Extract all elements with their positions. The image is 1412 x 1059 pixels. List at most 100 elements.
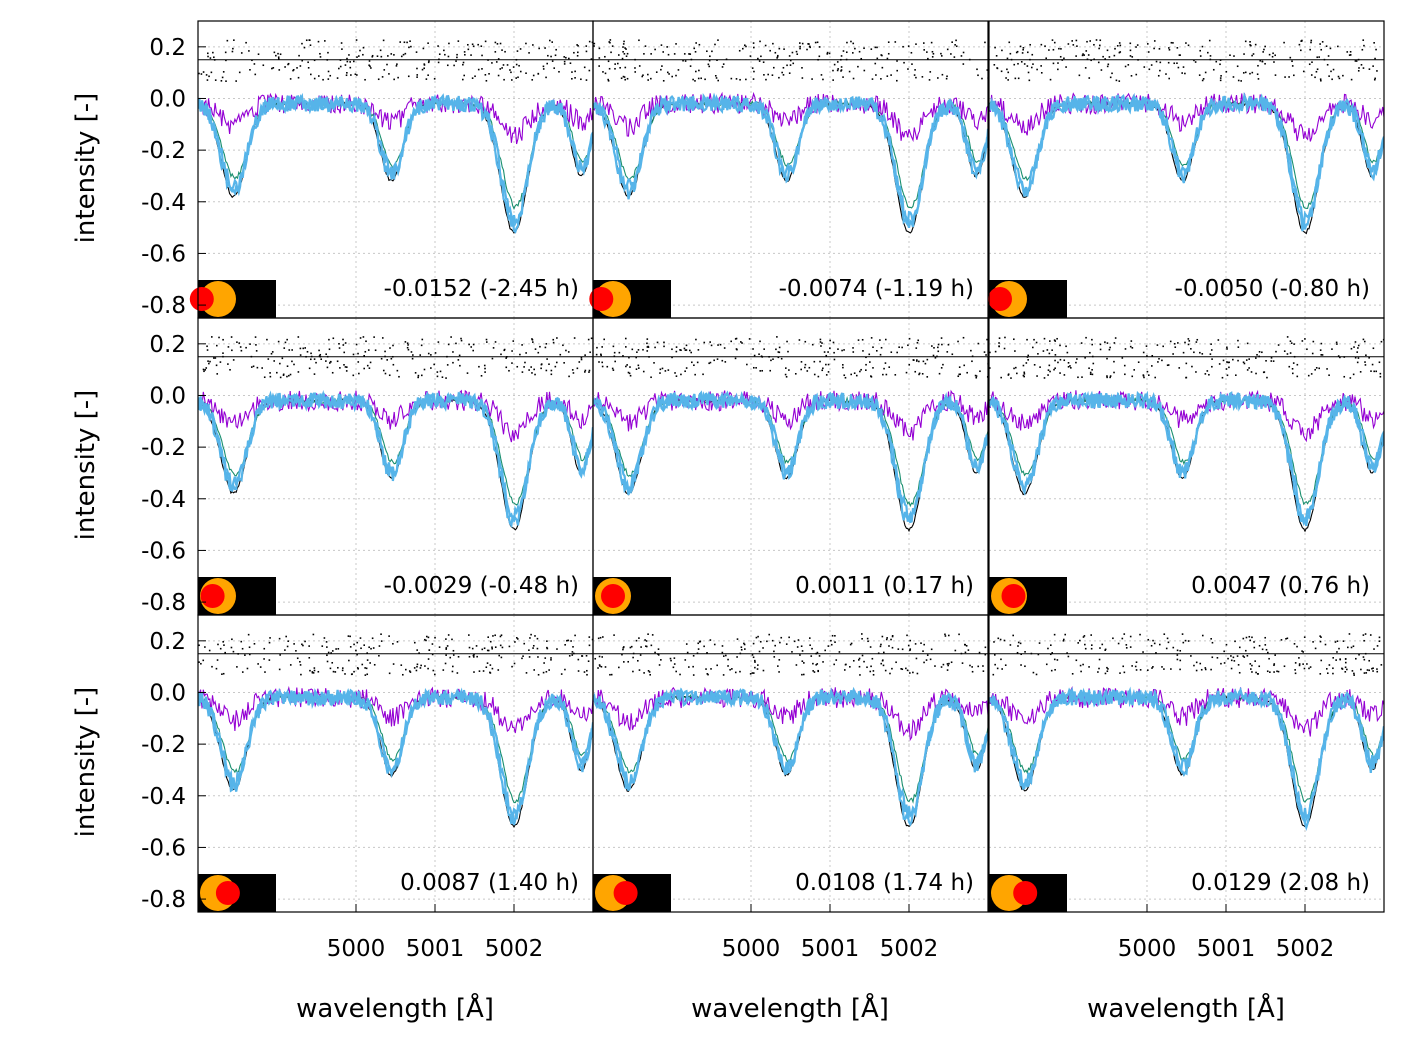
residual-point bbox=[882, 664, 885, 667]
residual-point bbox=[433, 363, 435, 366]
y-tick-label: -0.8 bbox=[141, 887, 186, 913]
residual-point bbox=[1007, 71, 1010, 74]
residual-point bbox=[420, 344, 423, 347]
residual-point bbox=[491, 62, 493, 64]
residual-point bbox=[752, 42, 755, 44]
residual-point bbox=[1146, 355, 1148, 357]
residual-point bbox=[1301, 650, 1303, 652]
residual-point bbox=[828, 52, 831, 55]
residual-point bbox=[812, 662, 814, 665]
residual-point bbox=[918, 372, 921, 375]
residual-point bbox=[471, 77, 474, 79]
residual-point bbox=[1185, 376, 1187, 379]
residual-point bbox=[202, 659, 205, 662]
residual-point bbox=[971, 666, 973, 668]
residual-point bbox=[1155, 652, 1157, 654]
residual-point bbox=[292, 68, 295, 71]
residual-point bbox=[313, 59, 316, 62]
residual-point bbox=[563, 60, 566, 63]
residual-point bbox=[516, 50, 519, 52]
residual-point bbox=[202, 368, 205, 371]
residual-point bbox=[1026, 338, 1028, 341]
residual-point bbox=[1024, 651, 1026, 653]
residual-point bbox=[842, 366, 844, 369]
residual-point bbox=[1083, 635, 1086, 637]
residual-point bbox=[1264, 636, 1267, 639]
residual-point bbox=[365, 340, 367, 343]
residual-point bbox=[778, 659, 781, 661]
residual-point bbox=[546, 358, 548, 360]
residual-point bbox=[310, 352, 312, 355]
residual-point bbox=[923, 661, 925, 664]
residual-point bbox=[424, 665, 426, 667]
residual-point bbox=[1040, 43, 1043, 46]
residual-point bbox=[1118, 51, 1121, 54]
residual-point bbox=[1293, 74, 1295, 77]
residual-point bbox=[853, 372, 856, 374]
residual-point bbox=[1285, 638, 1287, 640]
residual-point bbox=[343, 351, 346, 354]
residual-point bbox=[1193, 664, 1195, 667]
residual-point bbox=[601, 365, 604, 368]
residual-point bbox=[962, 336, 965, 339]
residual-point bbox=[963, 643, 966, 646]
residual-point bbox=[770, 359, 772, 362]
residual-point bbox=[1006, 57, 1009, 60]
residual-point bbox=[719, 343, 722, 346]
residual-point bbox=[540, 363, 543, 365]
residual-point bbox=[543, 662, 545, 664]
residual-point bbox=[642, 74, 644, 77]
residual-point bbox=[1048, 352, 1051, 355]
residual-point bbox=[692, 654, 695, 657]
residual-point bbox=[1210, 349, 1213, 351]
residual-point bbox=[1179, 649, 1182, 652]
residual-point bbox=[984, 41, 986, 44]
residual-point bbox=[612, 345, 615, 348]
residual-point bbox=[533, 669, 535, 671]
residual-point bbox=[1181, 72, 1183, 74]
residual-point bbox=[896, 69, 898, 72]
residual-point bbox=[909, 639, 912, 642]
residual-point bbox=[688, 666, 690, 668]
residual-point bbox=[825, 363, 827, 366]
residual-point bbox=[545, 343, 548, 345]
residual-point bbox=[1195, 341, 1198, 343]
residual-point bbox=[752, 656, 755, 659]
residual-point bbox=[353, 60, 355, 63]
residual-point bbox=[667, 369, 670, 371]
residual-point bbox=[694, 373, 696, 376]
residual-point bbox=[1057, 68, 1059, 71]
residual-point bbox=[704, 78, 706, 81]
residual-point bbox=[889, 672, 891, 675]
residual-point bbox=[577, 658, 580, 661]
residual-point bbox=[1275, 350, 1277, 353]
residual-point bbox=[1067, 43, 1070, 45]
residual-points bbox=[992, 633, 1384, 676]
residual-point bbox=[650, 644, 653, 647]
residual-point bbox=[468, 646, 471, 649]
residual-point bbox=[305, 39, 308, 42]
residual-point bbox=[638, 669, 641, 671]
residual-point bbox=[660, 44, 663, 46]
residual-point bbox=[515, 63, 518, 66]
residual-point bbox=[940, 337, 943, 339]
residual-point bbox=[685, 344, 688, 347]
residual-point bbox=[927, 57, 929, 60]
residual-point bbox=[999, 638, 1002, 641]
residual-point bbox=[1266, 376, 1268, 379]
residual-point bbox=[576, 54, 579, 57]
residual-point bbox=[780, 636, 783, 639]
residual-point bbox=[1046, 349, 1049, 351]
residual-point bbox=[986, 338, 988, 341]
residual-point bbox=[359, 49, 361, 52]
residual-point bbox=[918, 373, 920, 376]
residual-point bbox=[446, 364, 449, 366]
residual-point bbox=[344, 366, 347, 368]
residual-point bbox=[200, 662, 202, 665]
residual-point bbox=[689, 65, 692, 67]
residual-point bbox=[1364, 633, 1367, 635]
residual-point bbox=[897, 648, 900, 650]
residual-point bbox=[1037, 653, 1040, 656]
residual-point bbox=[1104, 648, 1107, 651]
residual-point bbox=[1232, 656, 1235, 659]
